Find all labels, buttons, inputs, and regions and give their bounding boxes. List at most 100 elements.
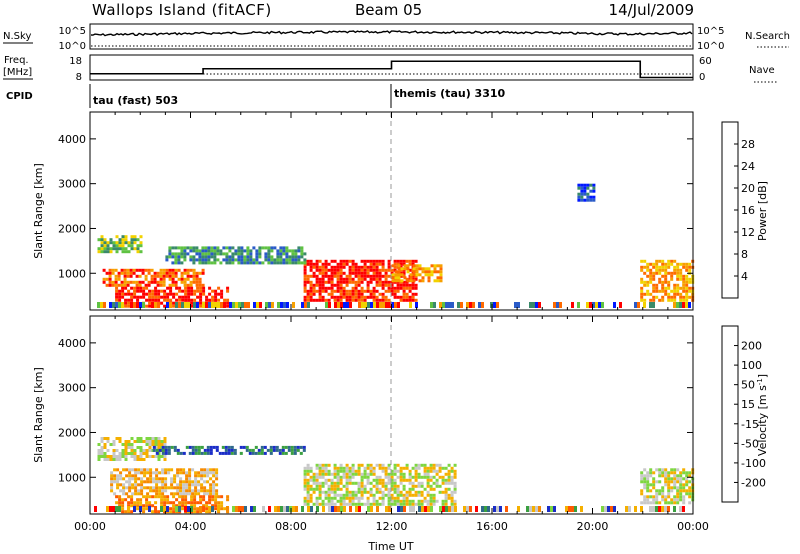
velocity-cell — [315, 496, 319, 500]
power-cell — [118, 295, 122, 299]
power-cell — [138, 268, 142, 272]
velocity-cell — [130, 495, 134, 499]
power-cell — [357, 274, 361, 278]
power-cell — [294, 258, 298, 262]
power-cell — [406, 267, 410, 271]
power-cell — [204, 252, 208, 256]
velocity-cell — [161, 477, 165, 481]
power-cell — [115, 241, 119, 245]
velocity-cell — [164, 468, 168, 472]
velocity-cell — [661, 498, 665, 502]
velocity-cell — [176, 483, 180, 487]
velocity-cell — [121, 510, 125, 514]
power-cell — [315, 259, 319, 263]
velocity-cell — [682, 495, 686, 499]
power-cell — [258, 246, 262, 250]
velocity-cell — [417, 499, 421, 503]
power-cell — [676, 265, 680, 269]
velocity-cell — [145, 501, 149, 505]
power-cell — [147, 283, 151, 287]
power-cell — [285, 252, 289, 256]
power-cell — [354, 289, 358, 293]
velocity-cell — [215, 477, 219, 481]
power-colorbar-tick-label: 4 — [741, 270, 748, 283]
velocity-cell — [339, 469, 343, 473]
velocity-cell — [260, 448, 264, 452]
power-cell — [679, 295, 683, 299]
power-cell — [592, 302, 595, 308]
velocity-cell — [124, 440, 128, 443]
velocity-cell — [393, 499, 397, 503]
velocity-cell — [269, 448, 273, 452]
velocity-cell — [643, 474, 647, 478]
freq-panel-frame — [89, 54, 694, 81]
power-cell — [411, 295, 415, 299]
power-cell — [246, 249, 250, 253]
power-cell — [196, 295, 200, 299]
power-cell — [220, 292, 224, 296]
velocity-cell — [188, 474, 192, 478]
velocity-cell — [538, 506, 541, 512]
power-cell — [336, 286, 340, 290]
power-cell — [183, 246, 187, 250]
velocity-cell — [208, 498, 212, 502]
power-cell — [193, 298, 197, 302]
power-cell — [177, 255, 181, 259]
velocity-cell — [499, 506, 502, 512]
power-cell — [351, 292, 355, 296]
power-cell — [285, 255, 289, 259]
velocity-cell — [125, 492, 129, 496]
velocity-cell — [393, 463, 397, 467]
velocity-cell — [185, 483, 189, 487]
velocity-cell — [429, 493, 433, 497]
velocity-cell — [387, 487, 391, 491]
velocity-cell — [245, 448, 249, 452]
velocity-cell — [134, 474, 138, 478]
power-cell — [217, 302, 220, 308]
power-cell — [118, 292, 122, 296]
power-cell — [381, 268, 385, 272]
power-cell — [282, 246, 286, 250]
velocity-cell — [115, 506, 118, 512]
power-cell — [358, 302, 361, 308]
velocity-cell — [181, 495, 185, 499]
velocity-cell — [206, 448, 210, 452]
power-cell — [189, 283, 193, 287]
power-cell — [273, 261, 277, 265]
velocity-cell — [211, 498, 215, 502]
power-cell — [679, 274, 683, 278]
velocity-cell — [148, 437, 152, 440]
velocity-cell — [375, 484, 379, 488]
velocity-cell — [143, 480, 147, 484]
power-cell — [381, 262, 385, 266]
power-cell — [124, 235, 128, 239]
velocity-cell — [306, 469, 310, 473]
velocity-cell — [191, 489, 195, 493]
velocity-cell — [306, 496, 310, 500]
power-cell — [285, 261, 289, 265]
velocity-cell — [601, 506, 604, 512]
velocity-cell — [151, 443, 155, 446]
velocity-cell — [351, 490, 355, 494]
velocity-cell — [375, 463, 379, 467]
power-cell — [328, 302, 331, 308]
velocity-cell — [196, 507, 200, 511]
velocity-cell — [330, 487, 334, 491]
velocity-cell — [463, 506, 466, 512]
velocity-cell — [215, 474, 219, 478]
velocity-colorbar-tick-label: 15 — [741, 398, 755, 411]
velocity-cell — [408, 478, 412, 482]
velocity-colorbar-label-exponent: -1 — [756, 378, 764, 385]
power-cell — [399, 298, 403, 302]
velocity-cell — [290, 448, 294, 452]
power-cell — [249, 249, 253, 253]
velocity-cell — [296, 448, 300, 452]
power-cell — [339, 268, 343, 272]
velocity-cell — [131, 477, 135, 481]
velocity-cell — [217, 495, 221, 499]
power-cell — [318, 268, 322, 272]
power-cell — [180, 274, 184, 278]
velocity-cell — [688, 474, 692, 478]
power-cell — [187, 302, 190, 308]
power-cell — [306, 274, 310, 278]
